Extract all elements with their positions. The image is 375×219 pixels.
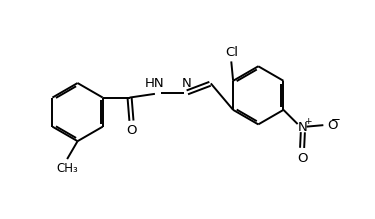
Text: CH₃: CH₃ bbox=[56, 162, 78, 175]
Text: −: − bbox=[330, 113, 340, 126]
Text: O: O bbox=[297, 152, 307, 165]
Text: +: + bbox=[304, 117, 312, 125]
Text: O: O bbox=[126, 124, 137, 137]
Text: Cl: Cl bbox=[225, 46, 238, 59]
Text: N: N bbox=[182, 77, 191, 90]
Text: N: N bbox=[298, 120, 308, 134]
Text: HN: HN bbox=[145, 77, 165, 90]
Text: O: O bbox=[327, 119, 338, 132]
